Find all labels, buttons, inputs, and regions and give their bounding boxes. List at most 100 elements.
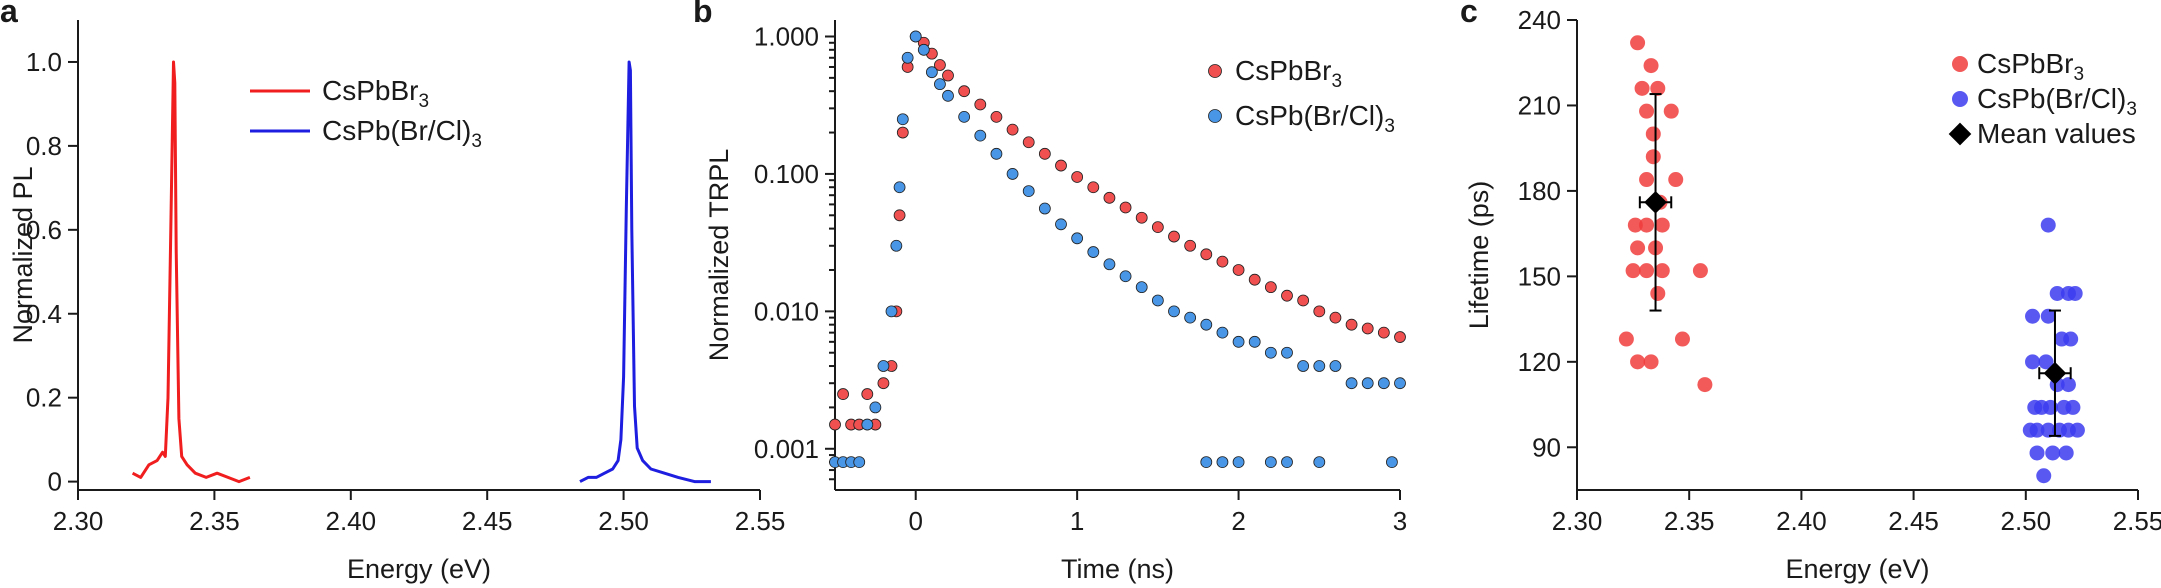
data-point-1	[990, 147, 1003, 160]
data-point-1	[2038, 354, 2054, 370]
data-point-1	[1022, 185, 1035, 197]
x-axis-title: Energy (eV)	[1785, 554, 1929, 584]
data-point-0	[990, 110, 1003, 123]
data-point-1	[2025, 354, 2041, 370]
data-point-0	[1639, 263, 1655, 279]
legend-marker-1	[1952, 91, 1968, 107]
data-point-1	[1119, 270, 1132, 283]
data-point-0	[1697, 377, 1713, 393]
y-tick-label: 150	[1518, 261, 1561, 291]
data-point-0	[893, 209, 906, 222]
data-point-1	[1216, 456, 1229, 468]
data-point-0	[1639, 217, 1655, 233]
data-point-1	[2069, 422, 2085, 438]
legend-label-1: CsPb(Br/Cl)3	[1977, 83, 2137, 120]
x-tick-label: 2.40	[1776, 506, 1827, 536]
data-point-1	[925, 66, 938, 79]
data-point-1	[1281, 346, 1293, 359]
legend-label-0: CsPbBr3	[1235, 55, 1342, 92]
data-point-1	[1055, 218, 1067, 231]
data-point-1	[2025, 308, 2041, 324]
y-axis-title: Normalized TRPL	[704, 149, 734, 362]
data-point-0	[1361, 322, 1374, 335]
x-axis-title: Energy (eV)	[347, 554, 491, 584]
x-tick-label: 2.55	[735, 506, 786, 536]
data-point-1	[861, 418, 874, 431]
data-point-1	[1313, 360, 1326, 372]
data-point-0	[1071, 171, 1084, 183]
data-point-0	[942, 69, 954, 82]
data-point-0	[1627, 217, 1643, 233]
y-tick-label: 1.000	[754, 21, 819, 51]
data-point-1	[877, 360, 890, 372]
data-point-0	[1168, 230, 1180, 243]
data-point-1	[2045, 445, 2061, 461]
data-point-0	[1650, 80, 1666, 96]
data-point-0	[1087, 181, 1100, 194]
legend-marker-1	[1208, 109, 1222, 123]
data-point-0	[1692, 263, 1708, 279]
data-point-0	[1663, 103, 1679, 119]
data-point-1	[2063, 331, 2079, 347]
panel-letter-c: c	[1460, 0, 1478, 29]
data-point-0	[1200, 248, 1213, 261]
data-point-1	[1345, 377, 1358, 390]
data-point-1	[1184, 311, 1197, 324]
data-point-1	[869, 401, 882, 414]
legend-marker-0	[1208, 64, 1222, 78]
y-tick-label: 0.010	[754, 296, 819, 326]
data-point-1	[893, 181, 906, 194]
data-point-0	[1184, 239, 1197, 252]
data-point-1	[2060, 377, 2076, 393]
data-point-1	[1377, 377, 1390, 390]
data-point-1	[1329, 360, 1342, 372]
y-axis-title: Normalized PL	[8, 166, 38, 343]
data-point-0	[1668, 172, 1684, 188]
x-tick-label: 2.45	[1888, 506, 1939, 536]
data-point-0	[1345, 318, 1358, 331]
data-point-0	[1006, 123, 1019, 136]
data-point-1	[1200, 456, 1213, 468]
y-tick-label: 0.4	[26, 299, 62, 329]
data-point-0	[1216, 255, 1229, 268]
data-point-0	[1639, 172, 1655, 188]
y-tick-label: 90	[1532, 432, 1561, 462]
data-point-1	[2049, 285, 2065, 301]
data-point-0	[829, 418, 841, 431]
data-point-0	[1297, 294, 1310, 307]
y-axis-title: Lifetime (ps)	[1464, 181, 1494, 330]
data-point-0	[1630, 240, 1646, 256]
data-point-0	[1643, 58, 1659, 74]
data-point-1	[958, 110, 971, 123]
data-point-0	[1135, 211, 1148, 224]
data-point-0	[1394, 331, 1406, 343]
data-point-1	[1386, 456, 1398, 468]
data-point-1	[1232, 456, 1245, 468]
x-tick-label: 2.55	[2113, 506, 2161, 536]
y-tick-label: 120	[1518, 347, 1561, 377]
legend-marker-2	[1948, 122, 1972, 146]
data-point-1	[974, 129, 987, 142]
data-point-1	[1313, 456, 1326, 468]
y-tick-label: 0	[48, 467, 62, 497]
y-tick-label: 0.100	[754, 159, 819, 189]
y-tick-label: 240	[1518, 5, 1561, 35]
mean-marker	[1644, 190, 1667, 214]
data-point-1	[885, 305, 898, 318]
data-point-1	[1248, 335, 1261, 348]
data-point-0	[1103, 191, 1116, 204]
panel-a: a 2.30 2.35 2.40 2.45 2.50 2.55 0 0.2 0.4 0.6 0.8 1.…	[0, 0, 785, 584]
data-point-0	[1674, 331, 1690, 347]
legend-label-1: CsPb(Br/Cl)3	[322, 115, 482, 152]
x-tick-label: 2.35	[189, 506, 240, 536]
data-point-1	[901, 51, 914, 64]
data-point-0	[1313, 305, 1326, 318]
panel-b: b 0 1 2 3 1.000 0.100 0.010 0.001 Time (ns) Normal…	[693, 0, 1407, 584]
series-line-0	[131, 60, 251, 484]
panel-c: c 2.30 2.35 2.40 2.45 2.50 2.55 90 120 150 180 210 2…	[1460, 0, 2161, 584]
x-tick-label: 2.45	[462, 506, 513, 536]
data-point-0	[1634, 80, 1650, 96]
data-point-1	[853, 456, 866, 468]
y-tick-label: 0.001	[754, 434, 819, 464]
